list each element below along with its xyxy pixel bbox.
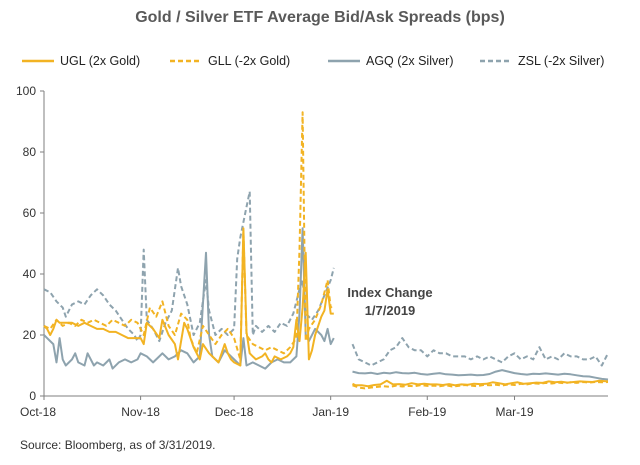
x-tick-label: Dec-18 [215, 405, 254, 419]
series-line-agq-seg1 [43, 227, 335, 370]
chart-axes [43, 91, 608, 397]
y-tick-label: 100 [16, 84, 36, 98]
legend-label: UGL (2x Gold) [60, 54, 140, 68]
source-note: Source: Bloomberg, as of 3/31/2019. [20, 438, 215, 452]
chart-title: Gold / Silver ETF Average Bid/Ask Spread… [135, 9, 505, 26]
y-tick-label: 60 [23, 206, 37, 220]
legend-label: ZSL (-2x Silver) [518, 54, 604, 68]
x-tick-label: Jan-19 [312, 405, 349, 419]
y-tick-label: 20 [23, 328, 37, 342]
legend-label: GLL (-2x Gold) [208, 54, 290, 68]
y-tick-label: 40 [23, 267, 37, 281]
x-tick-label: Nov-18 [121, 405, 160, 419]
x-tick-label: Feb-19 [408, 405, 446, 419]
series-line-zsl-seg2 [351, 337, 609, 367]
chart-legend: UGL (2x Gold) GLL (-2x Gold) AGQ (2x Silve… [22, 54, 604, 68]
y-axis-ticks: 0 20 40 60 80 100 [16, 84, 44, 403]
series-line-ugl-seg2 [352, 379, 609, 388]
legend-label: AGQ (2x Silver) [366, 54, 454, 68]
series-line-ugl-seg1 [43, 227, 334, 367]
series-layer [43, 111, 609, 390]
series-line-zsl-seg1 [43, 190, 335, 343]
x-axis-ticks: Oct-18 Nov-18 Dec-18 Jan-19 Feb-19 Mar-19 [20, 396, 534, 419]
annotation-line-2: 1/7/2019 [365, 303, 416, 318]
series-line-gll-seg2 [352, 381, 609, 390]
x-tick-label: Oct-18 [20, 405, 56, 419]
series-line-gll-seg1 [43, 111, 335, 361]
y-tick-label: 0 [29, 389, 36, 403]
annotation-line-1: Index Change [347, 285, 432, 300]
y-tick-label: 80 [23, 145, 37, 159]
series-line-agq-seg2 [352, 369, 609, 381]
index-change-annotation: Index Change 1/7/2019 [347, 285, 432, 318]
x-tick-label: Mar-19 [496, 405, 534, 419]
